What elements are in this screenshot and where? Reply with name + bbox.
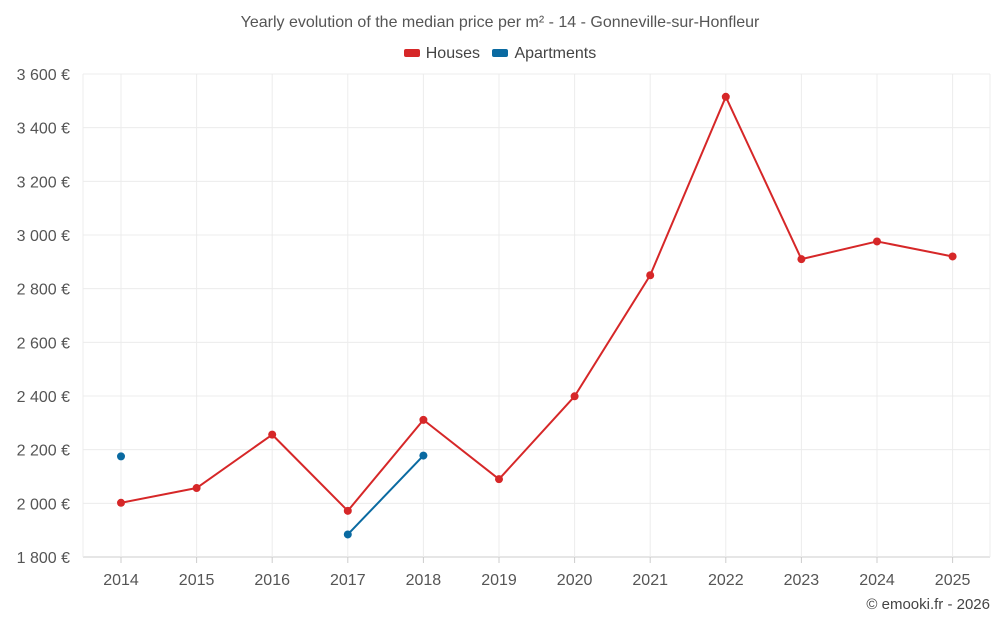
data-point-houses (948, 252, 957, 261)
x-tick-label: 2015 (179, 572, 215, 589)
x-tick-label: 2017 (330, 572, 366, 589)
y-tick-label: 3 600 € (17, 67, 70, 84)
legend-label-apartments: Apartments (514, 45, 597, 62)
x-tick-label: 2023 (784, 572, 820, 589)
y-tick-label: 3 200 € (17, 174, 70, 191)
legend: Houses Apartments (0, 45, 1000, 63)
x-tick-label: 2016 (254, 572, 290, 589)
data-point-houses (570, 392, 579, 401)
data-point-houses (646, 271, 655, 280)
data-point-houses (419, 415, 428, 424)
y-tick-label: 2 200 € (17, 443, 70, 460)
series-line-houses (120, 95, 953, 512)
x-tick-label: 2014 (103, 572, 139, 589)
x-tick-label: 2022 (708, 572, 744, 589)
y-tick-label: 1 800 € (17, 550, 70, 567)
x-tick-label: 2021 (632, 572, 668, 589)
legend-label-houses: Houses (425, 45, 480, 62)
chart-title: Yearly evolution of the median price per… (240, 14, 760, 31)
data-point-houses (873, 237, 881, 246)
axes: 1 800 € 2 000 € 2 200 € 2 400 € 2 600 € 2 800… (17, 67, 971, 589)
y-tick-label: 2 800 € (17, 282, 70, 299)
data-point-houses (268, 430, 277, 439)
legend-swatch-apartments (492, 48, 509, 57)
data-point-apartments (343, 530, 352, 539)
data-point-houses (721, 92, 730, 101)
x-tick-label: 2018 (406, 572, 442, 589)
credit-text: © emooki.fr - 2026 (866, 596, 990, 613)
data-point-houses (192, 484, 201, 493)
y-tick-label: 3 000 € (17, 228, 70, 245)
legend-item-apartments[interactable]: Apartments (492, 45, 596, 63)
data-point-apartments (419, 451, 428, 460)
x-tick-label: 2025 (935, 572, 971, 589)
legend-item-houses[interactable]: Houses (403, 45, 480, 63)
legend-swatch-houses (403, 48, 420, 57)
y-tick-label: 2 400 € (17, 389, 70, 406)
data-point-houses (797, 255, 806, 264)
data-point-houses (495, 475, 503, 484)
x-tick-label: 2020 (557, 572, 593, 589)
series-layer (117, 92, 957, 539)
y-tick-label: 2 000 € (17, 496, 70, 513)
y-tick-label: 2 600 € (17, 335, 70, 352)
grid (82, 73, 991, 558)
x-tick-label: 2024 (859, 572, 895, 589)
data-point-houses (343, 506, 352, 515)
data-point-houses (117, 498, 125, 507)
series-line-apartments (347, 454, 425, 536)
x-tick-label: 2019 (481, 572, 517, 589)
data-point-apartments (117, 452, 125, 461)
y-tick-label: 3 400 € (17, 121, 70, 138)
